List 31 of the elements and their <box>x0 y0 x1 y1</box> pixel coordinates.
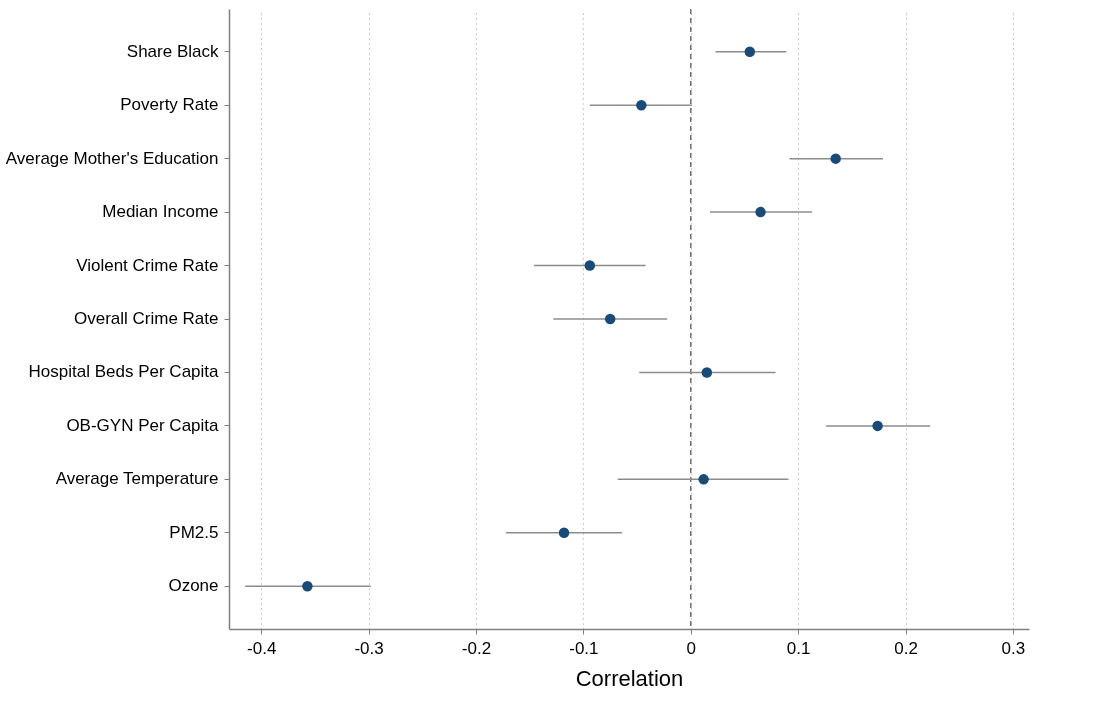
x-tick-label: 0.2 <box>894 638 918 658</box>
point <box>584 260 596 271</box>
x-tick-label: -0.3 <box>354 638 384 658</box>
x-tick-label: 0.1 <box>786 638 811 658</box>
point <box>755 206 766 218</box>
y-tick-label: Poverty Rate <box>120 95 219 115</box>
point <box>302 581 313 592</box>
point <box>830 153 841 164</box>
x-tick-label: -0.1 <box>569 638 599 658</box>
x-tick-label: -0.4 <box>247 638 277 658</box>
y-tick-label: Hospital Beds Per Capita <box>28 362 220 382</box>
x-axis-title: Correlation <box>575 665 684 691</box>
point <box>701 367 713 378</box>
point <box>636 99 647 111</box>
y-tick-label: PM2.5 <box>169 522 219 542</box>
y-tick-label: Ozone <box>168 576 219 596</box>
x-tick-label: -0.2 <box>461 638 492 658</box>
y-tick-label: OB-GYN Per Capita <box>66 415 220 435</box>
point <box>558 527 570 539</box>
point <box>872 420 883 432</box>
y-tick-label: Overall Crime Rate <box>73 309 219 328</box>
y-tick-label: Violent Crime Rate <box>76 255 219 275</box>
point <box>698 474 709 485</box>
point <box>604 313 616 325</box>
y-tick-label: Average Temperature <box>55 469 219 489</box>
point <box>744 46 756 57</box>
x-tick-label: 0.3 <box>1001 638 1026 658</box>
y-tick-label: Share Black <box>126 41 219 61</box>
x-tick-label: 0 <box>686 638 696 658</box>
y-tick-label: Average Mother's Education <box>5 148 219 168</box>
y-tick-label: Median Income <box>102 202 219 222</box>
